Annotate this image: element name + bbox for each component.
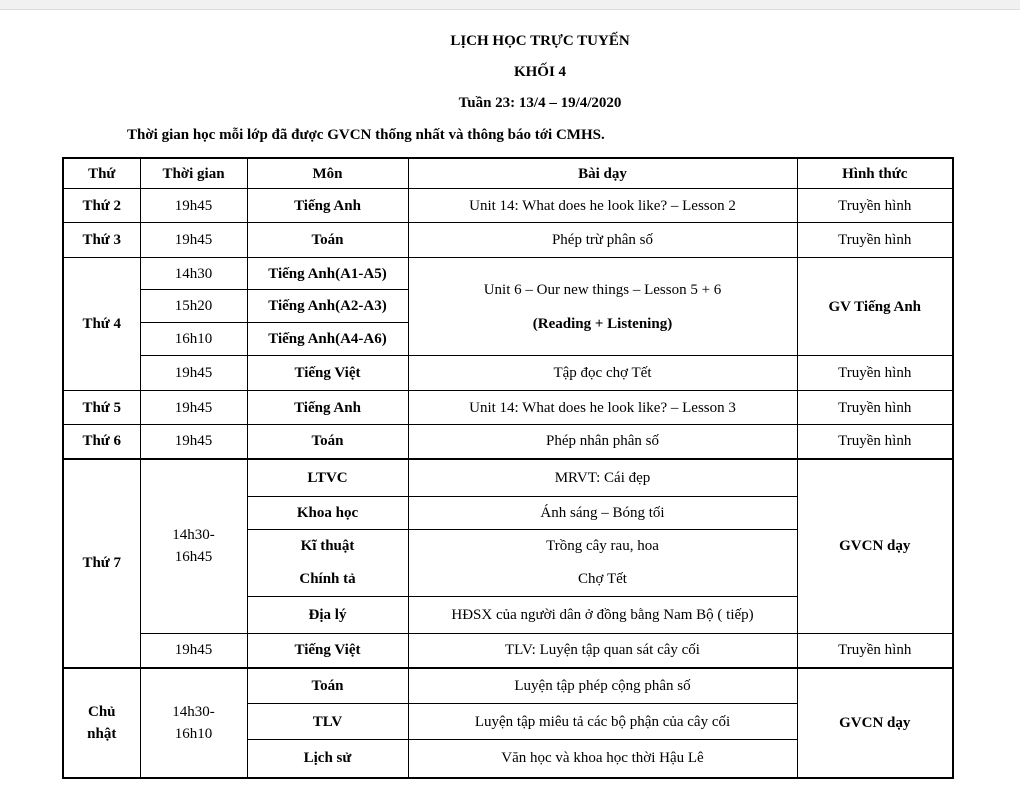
time-cell: 14h30: [139, 257, 248, 290]
table-row: Khoa học Ánh sáng – Bóng tối: [63, 496, 953, 530]
time-cell: 19h45: [139, 633, 248, 668]
subject-cell: Địa lý: [246, 596, 409, 634]
lesson-line: Trồng cây rau, hoa: [546, 538, 659, 554]
subject-line: Kĩ thuật: [300, 538, 355, 554]
doc-title: LỊCH HỌC TRỰC TUYẾN: [450, 33, 630, 49]
subject-cell: Khoa học: [246, 496, 409, 530]
day-cell: Thứ 7: [62, 457, 141, 668]
subject-cell: Tiếng Anh(A2-A3): [246, 289, 409, 323]
form-cell: GVCN dạy: [796, 457, 954, 634]
table-row: 19h45 Tiếng Việt TLV: Luyện tập quan sát…: [63, 633, 954, 668]
time-cell: 16h10: [139, 322, 248, 356]
table-row: Kĩ thuật Chính tả Trồng cây rau, hoa Chợ…: [63, 529, 953, 597]
time-cell: 19h45: [139, 390, 248, 425]
header-cell: Thứ: [62, 157, 141, 189]
lesson-line: Unit 6 – Our new things – Lesson 5 + 6: [483, 281, 722, 298]
subject-cell: Toán: [246, 222, 409, 258]
subject-line: Chính tả: [299, 571, 356, 587]
schedule-table: Thứ Thời gian Môn Bài dạy Hình thức Thứ …: [62, 157, 954, 779]
time-cell: 14h30- 16h45: [139, 457, 248, 634]
lesson-cell: Tập đọc chợ Tết: [407, 355, 798, 391]
subject-cell: Tiếng Việt: [246, 633, 409, 668]
table-row: Thứ 5 19h45 Tiếng Anh Unit 14: What does…: [62, 390, 954, 425]
lesson-line: (Reading + Listening): [532, 315, 673, 332]
subject-cell: Tiếng Việt: [246, 355, 409, 391]
table-row: 19h45 Tiếng Việt Tập đọc chợ Tết Truyền …: [63, 355, 954, 391]
lesson-cell: Unit 6 – Our new things – Lesson 5 + 6 (…: [407, 257, 798, 356]
lesson-cell: HĐSX của người dân ở đồng bằng Nam Bộ ( …: [407, 596, 798, 634]
form-cell: GVCN dạy: [796, 666, 954, 778]
note: Thời gian học mỗi lớp đã được GVCN thống…: [127, 127, 605, 143]
week-label: Tuần 23: 13/4 – 19/4/2020: [458, 95, 622, 111]
doc-subtitle: KHỐI 4: [513, 64, 567, 80]
day-cell: Chủ nhật: [62, 666, 141, 778]
header-cell: Hình thức: [796, 157, 954, 189]
form-cell: Truyền hình: [796, 390, 954, 425]
table-row: Thứ 7 14h30- 16h45 LTVC MRVT: Cái đẹp GV…: [62, 457, 954, 668]
subject-cell: Tiếng Anh(A4-A6): [246, 322, 409, 356]
table-row: Thứ 2 19h45 Tiếng Anh Unit 14: What does…: [62, 188, 954, 223]
day-cell: Thứ 2: [62, 188, 141, 223]
form-cell: Truyền hình: [796, 188, 954, 223]
subject-cell: Lịch sử: [246, 739, 409, 778]
subject-cell: TLV: [246, 703, 409, 740]
lesson-cell: Phép trừ phân số: [407, 222, 798, 258]
day-cell: Thứ 5: [62, 390, 141, 425]
table-row: Thứ 4 14h30 Tiếng Anh(A1-A5) Unit 6 – Ou…: [62, 257, 954, 391]
lesson-cell: Ánh sáng – Bóng tối: [407, 496, 798, 530]
day-cell: Thứ 3: [62, 222, 141, 258]
lesson-cell: MRVT: Cái đẹp: [407, 457, 798, 497]
form-cell: Truyền hình: [796, 424, 954, 459]
form-cell: GV Tiếng Anh: [796, 257, 954, 356]
form-cell: Truyền hình: [796, 633, 954, 668]
subject-cell: Tiếng Anh: [246, 390, 409, 425]
lesson-line: Chợ Tết: [578, 571, 627, 587]
table-row: Thứ 6 19h45 Toán Phép nhân phân số Truyề…: [62, 424, 954, 459]
lesson-cell: TLV: Luyện tập quan sát cây cối: [407, 633, 798, 668]
time-line: 14h30-: [172, 527, 215, 544]
table-row: Địa lý HĐSX của người dân ở đồng bằng Na…: [63, 596, 953, 634]
form-cell: Truyền hình: [796, 355, 954, 391]
subject-cell: Toán: [246, 424, 409, 459]
day-cell: Thứ 6: [62, 424, 141, 459]
subject-cell: LTVC: [246, 457, 409, 497]
time-cell: 19h45: [139, 222, 248, 258]
table-row: Lịch sử Văn học và khoa học thời Hậu Lê: [63, 739, 953, 778]
subject-cell: Tiếng Anh: [246, 188, 409, 223]
header-row: Thứ Thời gian Môn Bài dạy Hình thức: [62, 157, 954, 189]
subject-cell: Toán: [246, 666, 409, 704]
day-line: nhật: [87, 725, 117, 742]
lesson-cell: Luyện tập phép cộng phân số: [407, 666, 798, 704]
header-cell: Thời gian: [139, 157, 248, 189]
time-cell: 19h45: [139, 355, 248, 391]
lesson-cell: Unit 14: What does he look like? – Lesso…: [407, 188, 798, 223]
lesson-cell: Văn học và khoa học thời Hậu Lê: [407, 739, 798, 778]
time-line: 16h10: [174, 725, 213, 742]
table-row: 15h20 Tiếng Anh(A2-A3): [63, 289, 953, 323]
time-cell: 19h45: [139, 188, 248, 223]
table-row: Thứ 3 19h45 Toán Phép trừ phân số Truyền…: [62, 222, 954, 258]
day-line: Chủ: [87, 703, 116, 720]
top-bar: [0, 0, 1020, 10]
table-row: Chủ nhật 14h30- 16h10 Toán Luyện tập phé…: [62, 666, 954, 778]
lesson-cell: Trồng cây rau, hoa Chợ Tết: [407, 529, 798, 597]
lesson-cell: Phép nhân phân số: [407, 424, 798, 459]
time-cell: 15h20: [139, 289, 248, 323]
form-cell: Truyền hình: [796, 222, 954, 258]
lesson-cell: Unit 14: What does he look like? – Lesso…: [407, 390, 798, 425]
time-cell: 14h30- 16h10: [139, 666, 248, 778]
subject-cell: Tiếng Anh(A1-A5): [246, 257, 409, 290]
lesson-cell: Luyện tập miêu tả các bộ phận của cây cố…: [407, 703, 798, 740]
table-row: 16h10 Tiếng Anh(A4-A6): [63, 322, 953, 356]
time-line: 14h30-: [172, 703, 215, 720]
subject-cell: Kĩ thuật Chính tả: [246, 529, 409, 597]
time-cell: 19h45: [139, 424, 248, 459]
header-cell: Môn: [246, 157, 409, 189]
time-line: 16h45: [174, 549, 213, 566]
header-cell: Bài dạy: [407, 157, 798, 189]
day-cell: Thứ 4: [62, 257, 141, 391]
